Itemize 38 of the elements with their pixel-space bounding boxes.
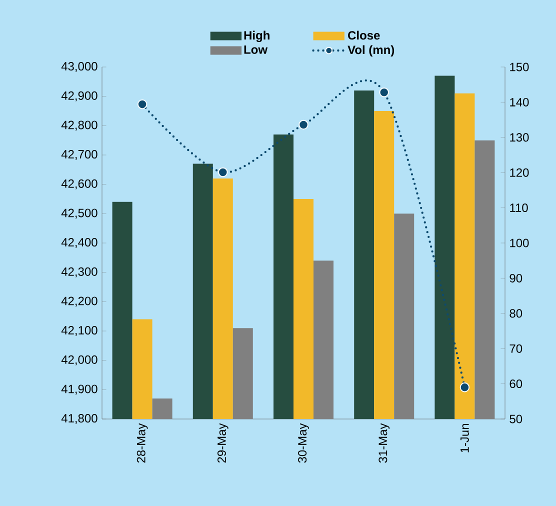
legend-label: Low (244, 46, 268, 54)
legend-label: Vol (mn) (348, 45, 394, 56)
y2-tick-label: 130 (510, 133, 529, 142)
y-tick-label: 42,700 (61, 150, 98, 160)
y2-tick-label: 70 (510, 344, 522, 353)
point (379, 87, 389, 98)
y2-tick-label: 120 (510, 168, 529, 177)
x-tick-label: 28-May (136, 423, 148, 463)
y-tick-label: 42,000 (61, 355, 98, 366)
y2-tick-label: 110 (510, 204, 528, 212)
y-tick-label: 42,200 (61, 296, 98, 307)
legend-label: High (244, 30, 270, 42)
y-tick-label: 42,400 (61, 238, 98, 248)
point (137, 99, 148, 110)
point (298, 120, 308, 130)
y-tick-label: 42,800 (61, 120, 98, 131)
y2-tick-label: 90 (510, 274, 522, 282)
x-tick-label: 29-May (217, 423, 228, 463)
x-tick-label: 1-Jun (460, 424, 469, 452)
point (460, 382, 470, 392)
y-tick-label: 41,800 (61, 414, 98, 424)
x-tick-label: 31-May (378, 423, 390, 463)
legend-label: Close (348, 30, 380, 40)
y-tick-label: 42,300 (61, 267, 98, 278)
y2-tick-label: 80 (510, 309, 522, 318)
y2-tick-label: 60 (510, 380, 522, 388)
y2-tick-label: 150 (510, 62, 529, 72)
y-tick-label: 42,500 (61, 208, 98, 219)
point (218, 167, 228, 178)
y-tick-label: 42,600 (61, 179, 98, 190)
y2-tick-label: 140 (510, 98, 529, 106)
y-tick-label: 42,100 (61, 326, 98, 336)
x-tick-label: 30-May (298, 423, 309, 463)
y2-tick-label: 100 (510, 238, 529, 248)
y-tick-label: 42,900 (61, 91, 98, 102)
y-tick-label: 43,000 (61, 62, 98, 72)
y2-tick-label: 50 (510, 414, 522, 424)
y-tick-label: 41,900 (61, 384, 98, 395)
